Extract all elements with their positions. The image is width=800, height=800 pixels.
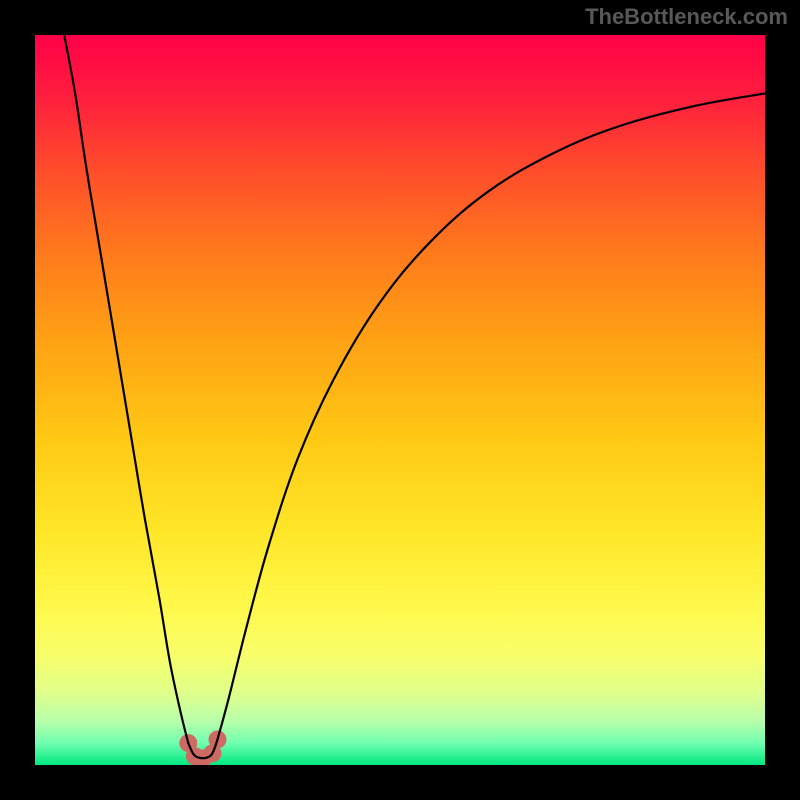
- watermark-label: TheBottleneck.com: [585, 4, 788, 30]
- chart-canvas: [0, 0, 800, 800]
- bottleneck-chart: TheBottleneck.com: [0, 0, 800, 800]
